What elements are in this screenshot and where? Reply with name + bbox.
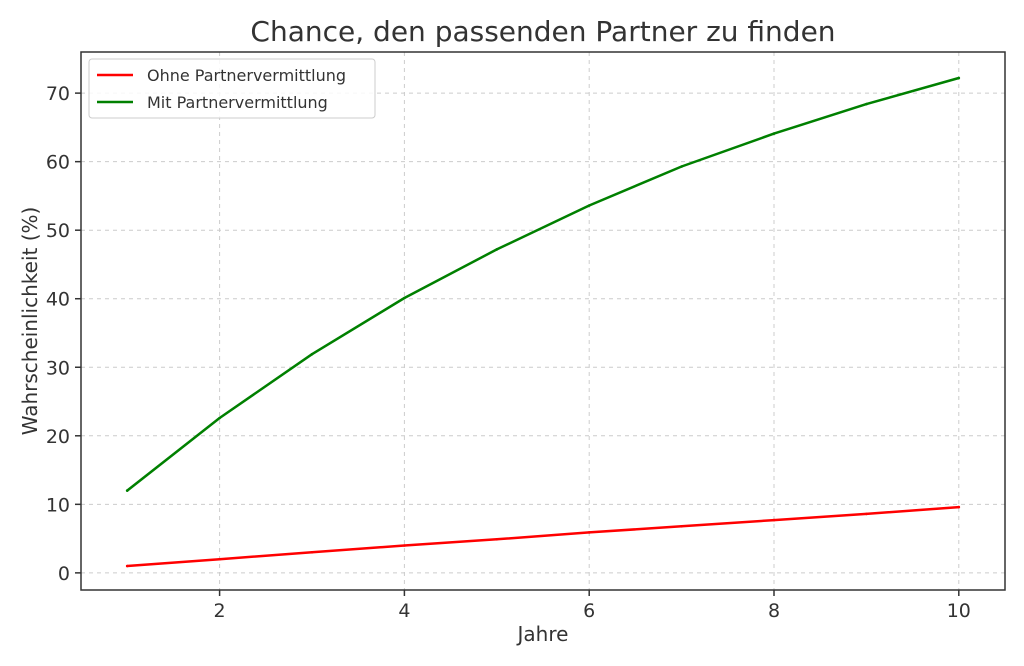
y-tick-label: 20 — [46, 426, 70, 448]
data-point-mit-partnervermittlung — [495, 248, 499, 251]
series-line-ohne-partnervermittlung — [125, 505, 961, 568]
data-point-mit-partnervermittlung — [957, 76, 961, 80]
y-tick-label: 60 — [46, 152, 70, 174]
data-point-ohne-partnervermittlung — [772, 518, 776, 522]
x-tick-label: 4 — [398, 600, 410, 622]
data-point-ohne-partnervermittlung — [865, 512, 868, 516]
legend: Ohne Partnervermittlung Mit Partnervermit… — [88, 58, 376, 119]
x-tick-label: 2 — [214, 600, 226, 622]
data-point-ohne-partnervermittlung — [403, 544, 406, 547]
data-point-ohne-partnervermittlung — [310, 551, 314, 554]
y-tick-label: 70 — [46, 83, 70, 105]
data-point-mit-partnervermittlung — [680, 165, 683, 168]
data-point-ohne-partnervermittlung — [587, 531, 591, 534]
y-tick-label: 50 — [46, 220, 70, 242]
data-point-mit-partnervermittlung — [310, 352, 314, 356]
y-tick-label: 0 — [58, 563, 70, 585]
data-point-mit-partnervermittlung — [865, 102, 868, 106]
y-tick-label: 10 — [46, 494, 70, 516]
data-point-mit-partnervermittlung — [587, 204, 591, 207]
chart-title: Chance, den passenden Partner zu finden — [250, 15, 835, 48]
y-tick-label: 40 — [46, 289, 70, 311]
series-line-mit-partnervermittlung — [125, 76, 961, 492]
data-point-ohne-partnervermittlung — [495, 538, 499, 541]
series-lines — [125, 76, 961, 568]
data-point-ohne-partnervermittlung — [957, 505, 961, 509]
legend-label: Mit Partnervermittlung — [147, 93, 328, 112]
data-point-ohne-partnervermittlung — [680, 525, 683, 528]
plot-frame — [80, 51, 1006, 591]
legend-box — [88, 58, 376, 119]
x-tick-label: 8 — [768, 600, 780, 622]
data-point-mit-partnervermittlung — [772, 132, 776, 135]
data-point-ohne-partnervermittlung — [218, 557, 221, 561]
y-axis-label: Wahrscheinlichkeit (%) — [18, 207, 42, 436]
x-tick-label: 6 — [583, 600, 595, 622]
legend-label: Ohne Partnervermittlung — [147, 66, 346, 85]
x-axis-label: Jahre — [516, 622, 569, 646]
data-point-mit-partnervermittlung — [125, 489, 129, 492]
data-point-mit-partnervermittlung — [218, 416, 221, 420]
x-tick-label: 10 — [947, 600, 971, 622]
data-point-ohne-partnervermittlung — [125, 564, 129, 568]
axis-ticks: 2 4 6 8 10 0 10 20 30 40 50 60 70 — [46, 83, 971, 622]
y-tick-label: 30 — [46, 357, 70, 379]
data-point-mit-partnervermittlung — [403, 296, 406, 300]
